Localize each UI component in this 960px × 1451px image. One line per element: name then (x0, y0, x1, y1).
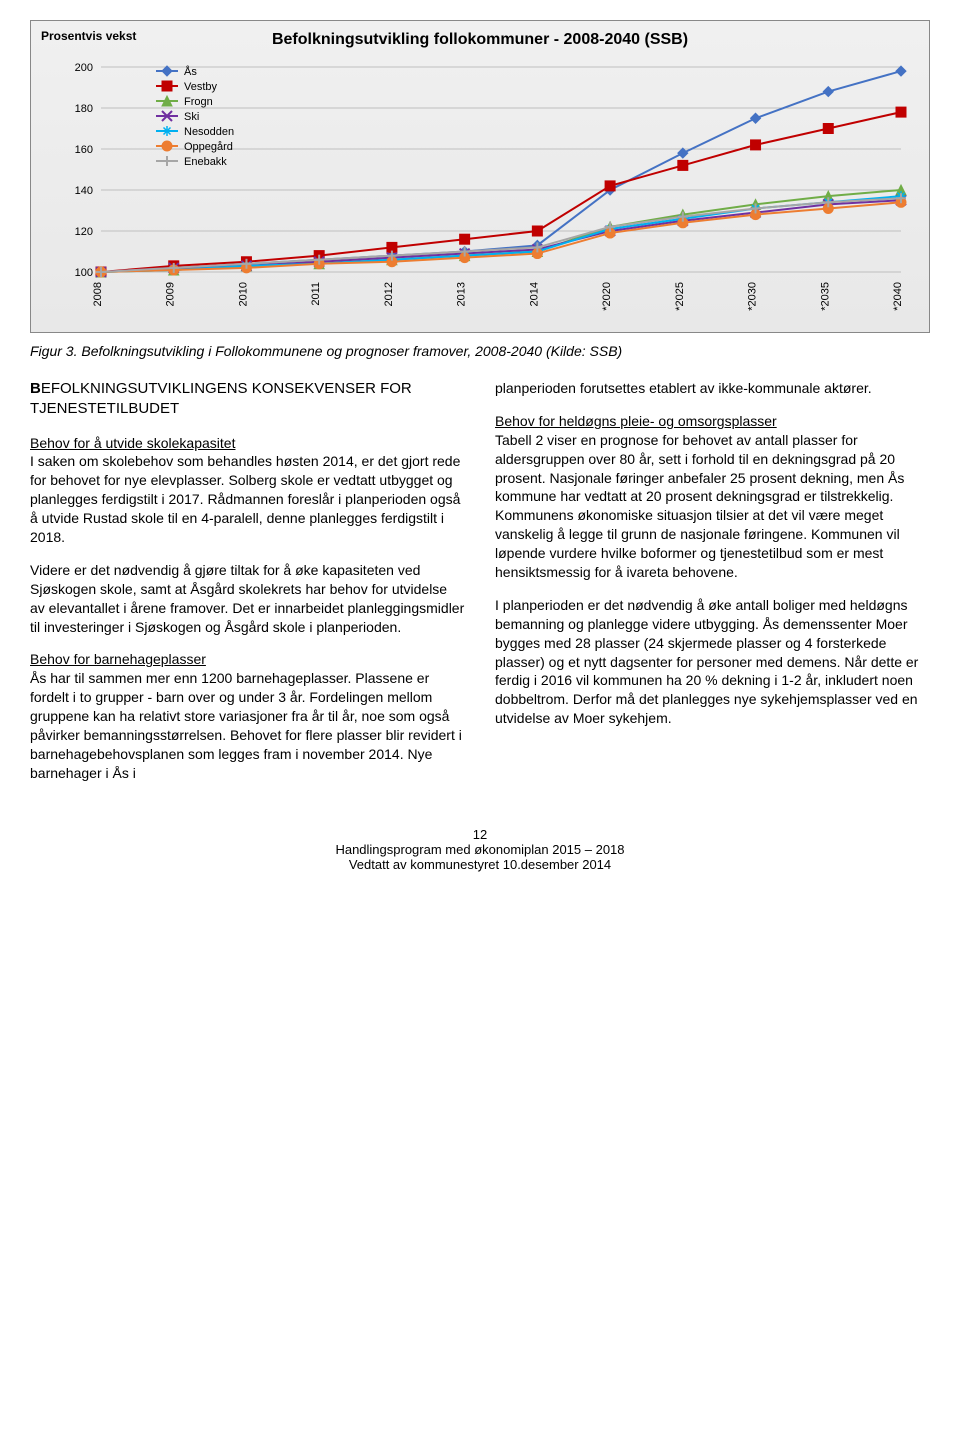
svg-text:120: 120 (75, 226, 93, 238)
y-axis-label: Prosentvis vekst (41, 29, 136, 43)
section-heading: BEFOLKNINGSUTVIKLINGENS KONSEKVENSER FOR… (30, 379, 465, 420)
svg-text:2014: 2014 (528, 282, 540, 306)
p-right-3: I planperioden er det nødvendig å øke an… (495, 596, 930, 728)
page-footer: 12 Handlingsprogram med økonomiplan 2015… (30, 827, 930, 872)
chart-svg: 100 120 140 160 180 200 2008 2009 2010 2011 2012 20… (41, 57, 921, 317)
svg-text:*2030: *2030 (747, 282, 759, 311)
p-right-1: planperioden forutsettes etablert av ikk… (495, 379, 930, 398)
right-column: planperioden forutsettes etablert av ikk… (495, 379, 930, 797)
svg-text:2010: 2010 (237, 282, 249, 306)
svg-text:160: 160 (75, 144, 93, 156)
population-chart: Prosentvis vekst Befolkningsutvikling fo… (30, 20, 930, 333)
svg-text:Frogn: Frogn (184, 96, 213, 108)
svg-text:2011: 2011 (310, 282, 322, 306)
svg-text:Ås: Ås (184, 65, 197, 78)
figure-caption: Figur 3. Befolkningsutvikling i Follokom… (30, 343, 930, 359)
left-column: BEFOLKNINGSUTVIKLINGENS KONSEKVENSER FOR… (30, 379, 465, 797)
svg-text:2012: 2012 (383, 282, 395, 306)
sub-care: Behov for heldøgns pleie- og omsorgsplas… (495, 412, 930, 582)
svg-text:Oppegård: Oppegård (184, 141, 233, 153)
svg-text:100: 100 (75, 267, 93, 279)
svg-text:Enebakk: Enebakk (184, 156, 227, 168)
svg-text:2008: 2008 (92, 282, 104, 306)
sub-school: Behov for å utvide skolekapasitetI saken… (30, 434, 465, 547)
page-number: 12 (30, 827, 930, 842)
heading-cap: B (30, 380, 41, 397)
svg-text:140: 140 (75, 185, 93, 197)
svg-text:*2035: *2035 (819, 282, 831, 311)
footer-line-2: Vedtatt av kommunestyret 10.desember 201… (30, 857, 930, 872)
sub-kindergarten: Behov for barnehageplasserÅs har til sam… (30, 650, 465, 782)
chart-title: Befolkningsutvikling follokommuner - 200… (41, 31, 919, 49)
svg-text:*2020: *2020 (601, 282, 613, 311)
heading-rest: EFOLKNINGSUTVIKLINGENS KONSEKVENSER FOR … (30, 380, 412, 417)
svg-text:Vestby: Vestby (184, 81, 218, 93)
svg-text:*2040: *2040 (892, 282, 904, 311)
body-columns: BEFOLKNINGSUTVIKLINGENS KONSEKVENSER FOR… (30, 379, 930, 797)
svg-text:180: 180 (75, 103, 93, 115)
svg-text:2009: 2009 (165, 282, 177, 306)
svg-text:200: 200 (75, 62, 93, 74)
svg-text:*2025: *2025 (674, 282, 686, 311)
svg-text:Nesodden: Nesodden (184, 126, 234, 138)
footer-line-1: Handlingsprogram med økonomiplan 2015 – … (30, 842, 930, 857)
svg-text:2013: 2013 (456, 282, 468, 306)
svg-text:Ski: Ski (184, 111, 199, 123)
p-school-2: Videre er det nødvendig å gjøre tiltak f… (30, 561, 465, 637)
